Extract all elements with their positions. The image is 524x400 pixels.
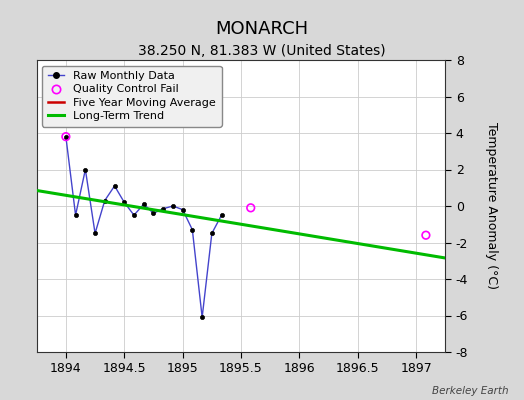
Text: Berkeley Earth: Berkeley Earth	[432, 386, 508, 396]
Text: 38.250 N, 81.383 W (United States): 38.250 N, 81.383 W (United States)	[138, 44, 386, 58]
Legend: Raw Monthly Data, Quality Control Fail, Five Year Moving Average, Long-Term Tren: Raw Monthly Data, Quality Control Fail, …	[42, 66, 222, 127]
Point	[62, 134, 70, 140]
Point	[246, 205, 255, 211]
Text: MONARCH: MONARCH	[215, 20, 309, 38]
Point	[422, 232, 430, 238]
Y-axis label: Temperature Anomaly (°C): Temperature Anomaly (°C)	[485, 122, 498, 290]
